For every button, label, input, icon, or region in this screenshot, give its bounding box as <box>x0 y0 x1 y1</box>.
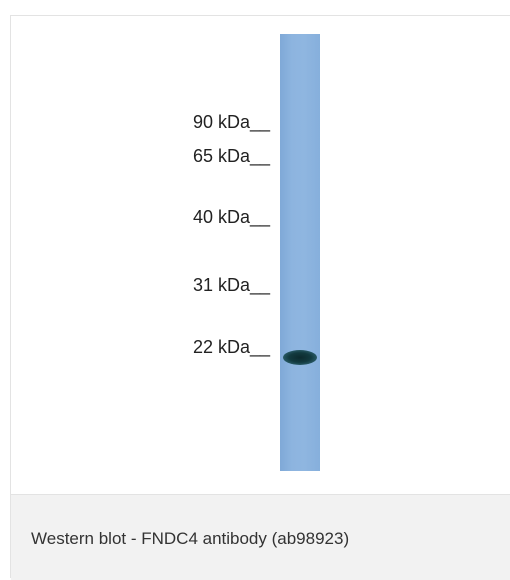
caption-bar: Western blot - FNDC4 antibody (ab98923) <box>11 494 510 580</box>
blot-image: 90 kDa__ 65 kDa__ 40 kDa__ 31 kDa__ 22 k… <box>11 16 510 493</box>
marker-90-kda: 90 kDa__ <box>192 112 270 132</box>
marker-31-kda: 31 kDa__ <box>192 275 270 295</box>
marker-40-kda: 40 kDa__ <box>192 207 270 227</box>
western-blot-figure: 90 kDa__ 65 kDa__ 40 kDa__ 31 kDa__ 22 k… <box>10 15 510 580</box>
protein-band <box>283 350 317 365</box>
marker-22-kda: 22 kDa__ <box>192 337 270 357</box>
marker-65-kda: 65 kDa__ <box>192 146 270 166</box>
blot-lane <box>280 34 320 471</box>
figure-caption: Western blot - FNDC4 antibody (ab98923) <box>31 529 350 548</box>
